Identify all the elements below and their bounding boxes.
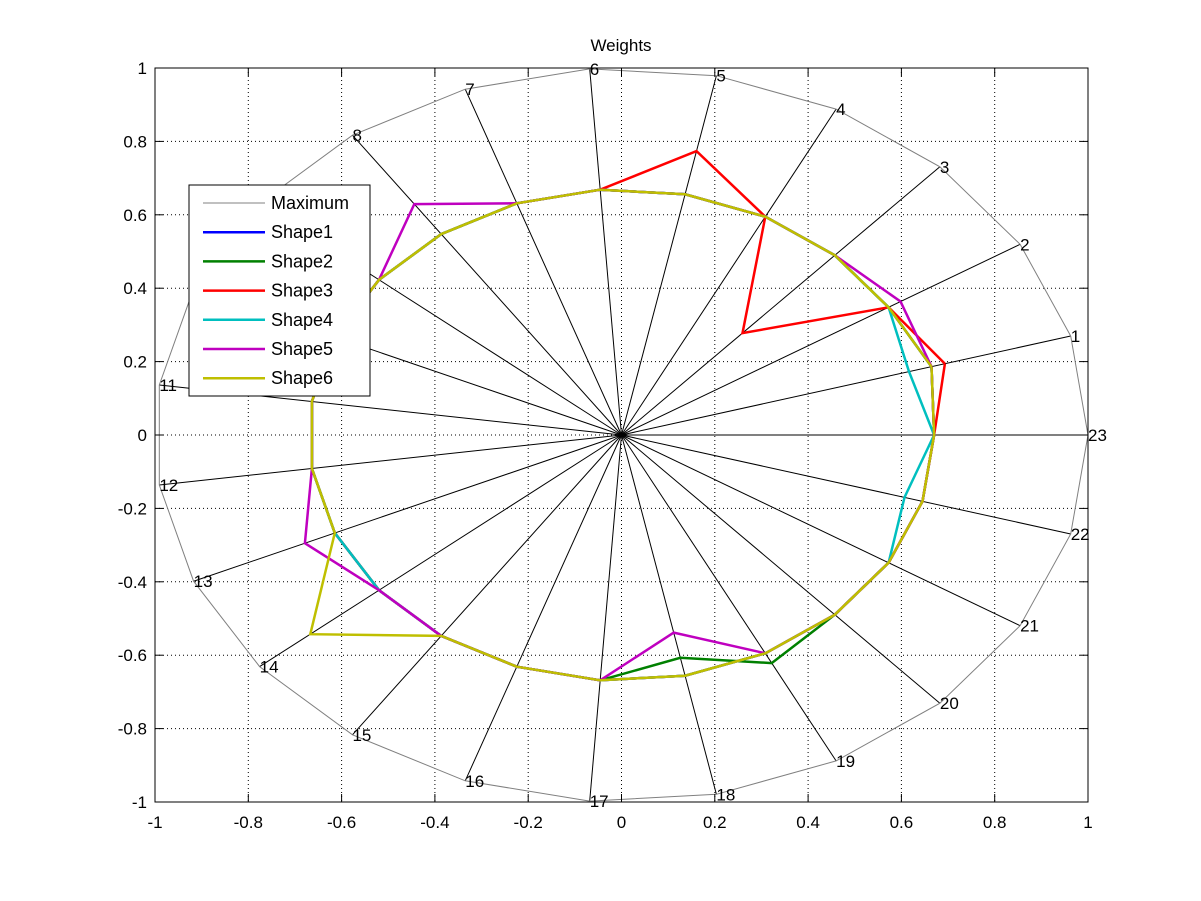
spoke-label: 11 [159, 376, 177, 395]
spoke-label: 13 [194, 572, 213, 591]
spoke-19 [621, 434, 837, 762]
spoke-label: 8 [352, 126, 361, 145]
spoke-17 [589, 434, 622, 802]
ticks: -1 -0.8 -0.6 -0.4 -0.2 0 0.2 0.4 0.6 0.8 1 -1 -0.8 -0… [118, 59, 1093, 832]
spoke-7 [464, 88, 622, 436]
y-tick-label: 0.8 [123, 132, 147, 151]
spoke-18 [621, 434, 717, 795]
spoke-13 [193, 434, 622, 582]
spoke-2 [621, 243, 1021, 436]
series-line-shape6 [308, 188, 936, 682]
legend-label: Shape3 [271, 281, 333, 301]
y-tick-label: -0.6 [118, 646, 147, 665]
spoke-label: 6 [590, 60, 599, 79]
legend-label: Shape5 [271, 339, 333, 359]
spoke-6 [589, 68, 622, 436]
spoke-label: 5 [716, 67, 725, 86]
x-tick-label: 0 [617, 813, 626, 832]
legend-label: Shape6 [271, 368, 333, 388]
chart-title: Weights [590, 36, 651, 55]
legend-label: Shape4 [271, 310, 333, 330]
spoke-5 [621, 75, 717, 436]
y-tick-label: -0.4 [118, 573, 147, 592]
series-lines [158, 68, 1089, 802]
y-tick-label: 0.4 [123, 279, 147, 298]
spoke-22 [621, 434, 1071, 535]
spoke-label: 21 [1020, 617, 1039, 636]
spoke-4 [621, 108, 837, 436]
x-tick-label: 0.4 [796, 813, 820, 832]
legend: Maximum Shape1 Shape2 Shape3 Shape4 Shape5 Sha… [188, 184, 371, 397]
spoke-label: 3 [940, 158, 949, 177]
y-tick-label: -0.2 [118, 499, 147, 518]
spoke-3 [621, 166, 941, 436]
legend-label: Shape1 [271, 222, 333, 242]
series-line-maximum [158, 68, 1089, 802]
spoke-8 [352, 134, 622, 436]
spoke-label: 15 [352, 726, 371, 745]
spokes [159, 68, 1088, 802]
spoke-label: 22 [1071, 525, 1090, 544]
spoke-label: 4 [836, 100, 845, 119]
spoke-label: 20 [940, 694, 959, 713]
spoke-label: 18 [716, 785, 735, 804]
spoke-14 [259, 434, 622, 668]
y-tick-label: -0.8 [118, 720, 147, 739]
spoke-20 [621, 434, 941, 704]
spoke-label: 14 [260, 658, 279, 677]
x-tick-label: 0.2 [703, 813, 727, 832]
legend-label: Shape2 [271, 251, 333, 271]
spoke-label: 23 [1088, 426, 1107, 445]
x-tick-label: -0.4 [420, 813, 449, 832]
spoke-label: 12 [159, 476, 178, 495]
y-tick-label: 0.6 [123, 206, 147, 225]
x-tick-label: 0.8 [983, 813, 1007, 832]
y-tick-label: 0 [138, 426, 147, 445]
x-tick-label: -1 [147, 813, 162, 832]
spoke-1 [621, 335, 1071, 436]
y-tick-label: 1 [138, 59, 147, 78]
spoke-16 [464, 434, 622, 782]
x-tick-label: -0.2 [514, 813, 543, 832]
spoke-label: 19 [836, 752, 855, 771]
x-tick-label: -0.8 [234, 813, 263, 832]
y-tick-label: 0.2 [123, 353, 147, 372]
spoke-21 [621, 434, 1021, 627]
spoke-label: 7 [465, 80, 474, 99]
spoke-label: 1 [1071, 327, 1080, 346]
spoke-12 [159, 434, 622, 486]
legend-label: Maximum [271, 193, 349, 213]
y-tick-label: -1 [132, 793, 147, 812]
spoke-label: 2 [1020, 235, 1029, 254]
spoke-label: 16 [465, 772, 484, 791]
x-tick-label: -0.6 [327, 813, 356, 832]
spoke-15 [352, 434, 622, 736]
x-tick-label: 1 [1083, 813, 1092, 832]
x-tick-label: 0.6 [890, 813, 914, 832]
